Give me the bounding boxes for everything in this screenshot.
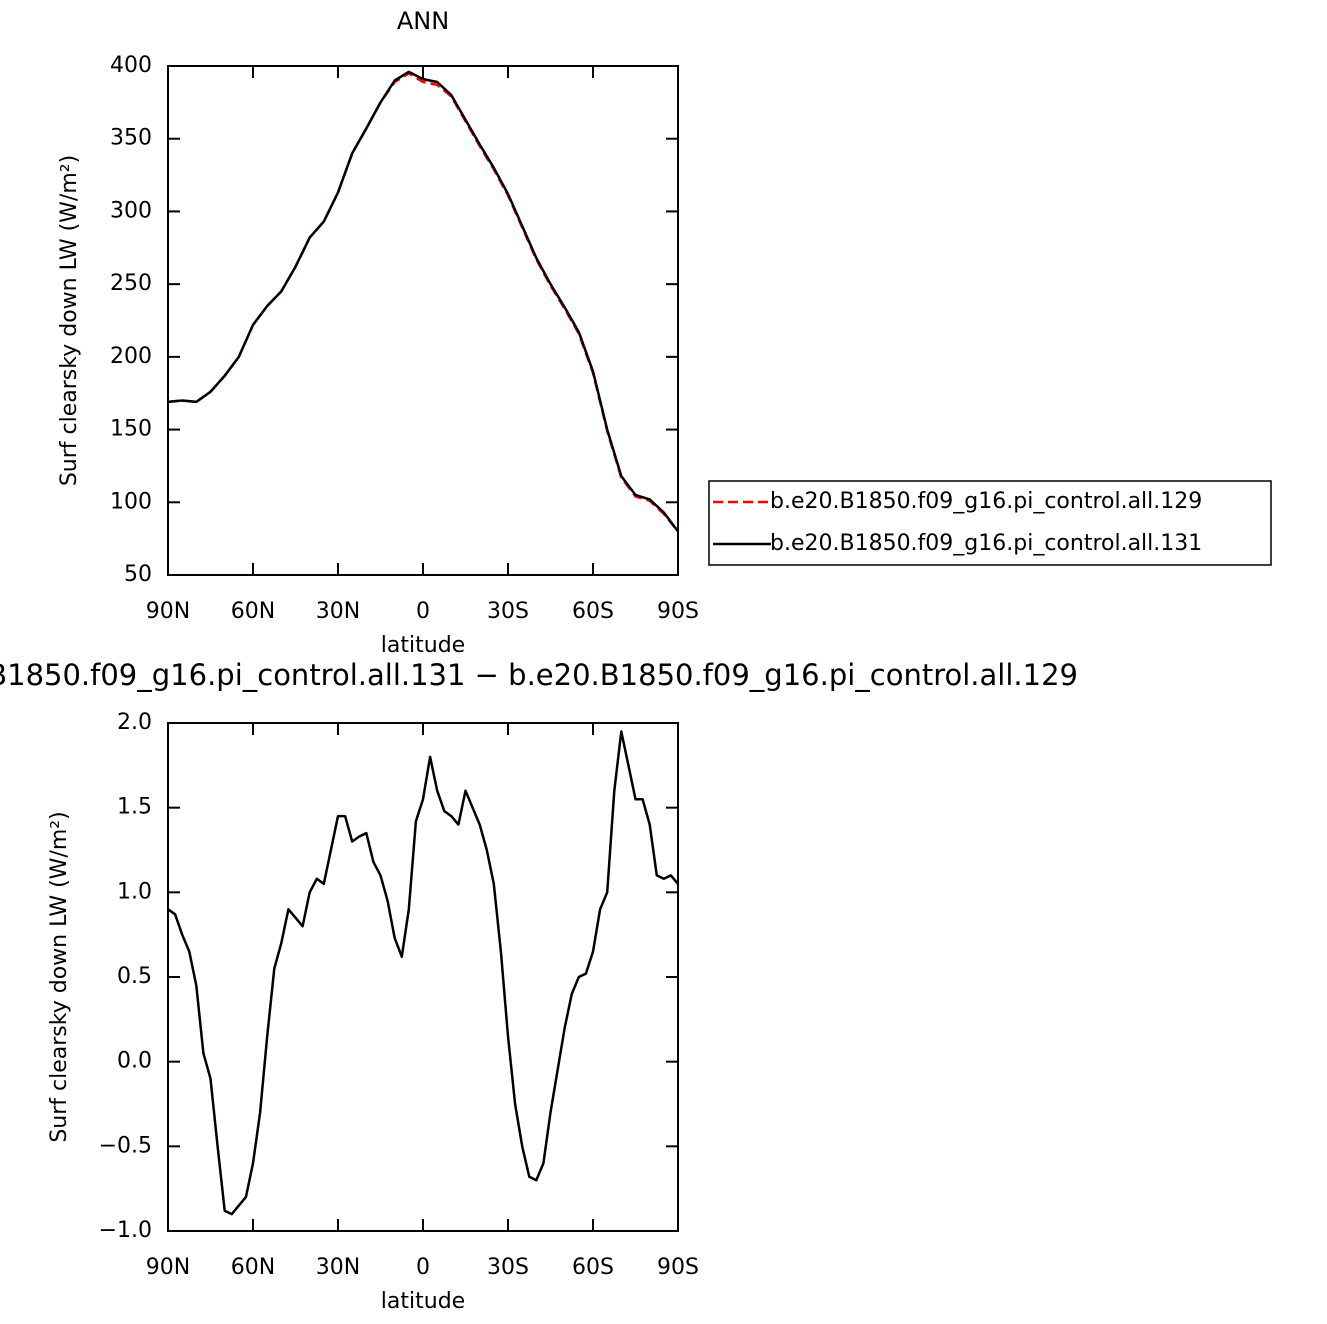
y-tick-label: −0.5: [99, 1133, 152, 1158]
x-tick-label: 0: [416, 599, 430, 624]
data-line: [167, 730, 679, 1216]
y-tick-label: 300: [110, 198, 152, 223]
x-tick-label: 60N: [231, 599, 275, 624]
chart-title: b.e20.B1850.f09_g16.pi_control.all.131 −…: [0, 658, 1078, 692]
x-tick-label: 30S: [487, 599, 529, 624]
y-tick-label: 250: [110, 271, 152, 296]
legend-label: b.e20.B1850.f09_g16.pi_control.all.129: [770, 489, 1202, 514]
y-tick-label: 1.5: [117, 795, 152, 820]
y-tick-label: 200: [110, 344, 152, 369]
chart-title: ANN: [397, 7, 449, 35]
y-tick-label: −1.0: [99, 1218, 152, 1243]
x-axis-label: latitude: [381, 633, 465, 658]
y-tick-label: 100: [110, 489, 152, 514]
y-tick-label: 350: [110, 126, 152, 151]
legend-box: [708, 480, 1272, 566]
x-tick-label: 30N: [316, 1255, 360, 1280]
y-tick-label: 50: [124, 562, 152, 587]
x-tick-label: 60N: [231, 1255, 275, 1280]
x-tick-label: 30S: [487, 1255, 529, 1280]
x-tick-label: 60S: [572, 599, 614, 624]
y-tick-label: 0.0: [117, 1049, 152, 1074]
y-axis-label: Surf clearsky down LW (W/m²): [57, 155, 82, 486]
y-tick-label: 400: [110, 53, 152, 78]
y-tick-label: 150: [110, 417, 152, 442]
x-tick-label: 30N: [316, 599, 360, 624]
x-tick-label: 60S: [572, 1255, 614, 1280]
y-tick-label: 1.0: [117, 879, 152, 904]
x-tick-label: 90S: [657, 599, 699, 624]
x-axis-label: latitude: [381, 1289, 465, 1314]
plot-frame: [167, 65, 679, 576]
y-tick-label: 2.0: [117, 710, 152, 735]
data-line: [167, 72, 679, 533]
x-tick-label: 90N: [146, 599, 190, 624]
x-tick-label: 0: [416, 1255, 430, 1280]
y-tick-label: 0.5: [117, 964, 152, 989]
legend-label: b.e20.B1850.f09_g16.pi_control.all.131: [770, 531, 1202, 556]
y-axis-label: Surf clearsky down LW (W/m²): [47, 811, 72, 1142]
plot-frame: [167, 722, 679, 1232]
data-line: [167, 70, 679, 533]
x-tick-label: 90S: [657, 1255, 699, 1280]
x-tick-label: 90N: [146, 1255, 190, 1280]
